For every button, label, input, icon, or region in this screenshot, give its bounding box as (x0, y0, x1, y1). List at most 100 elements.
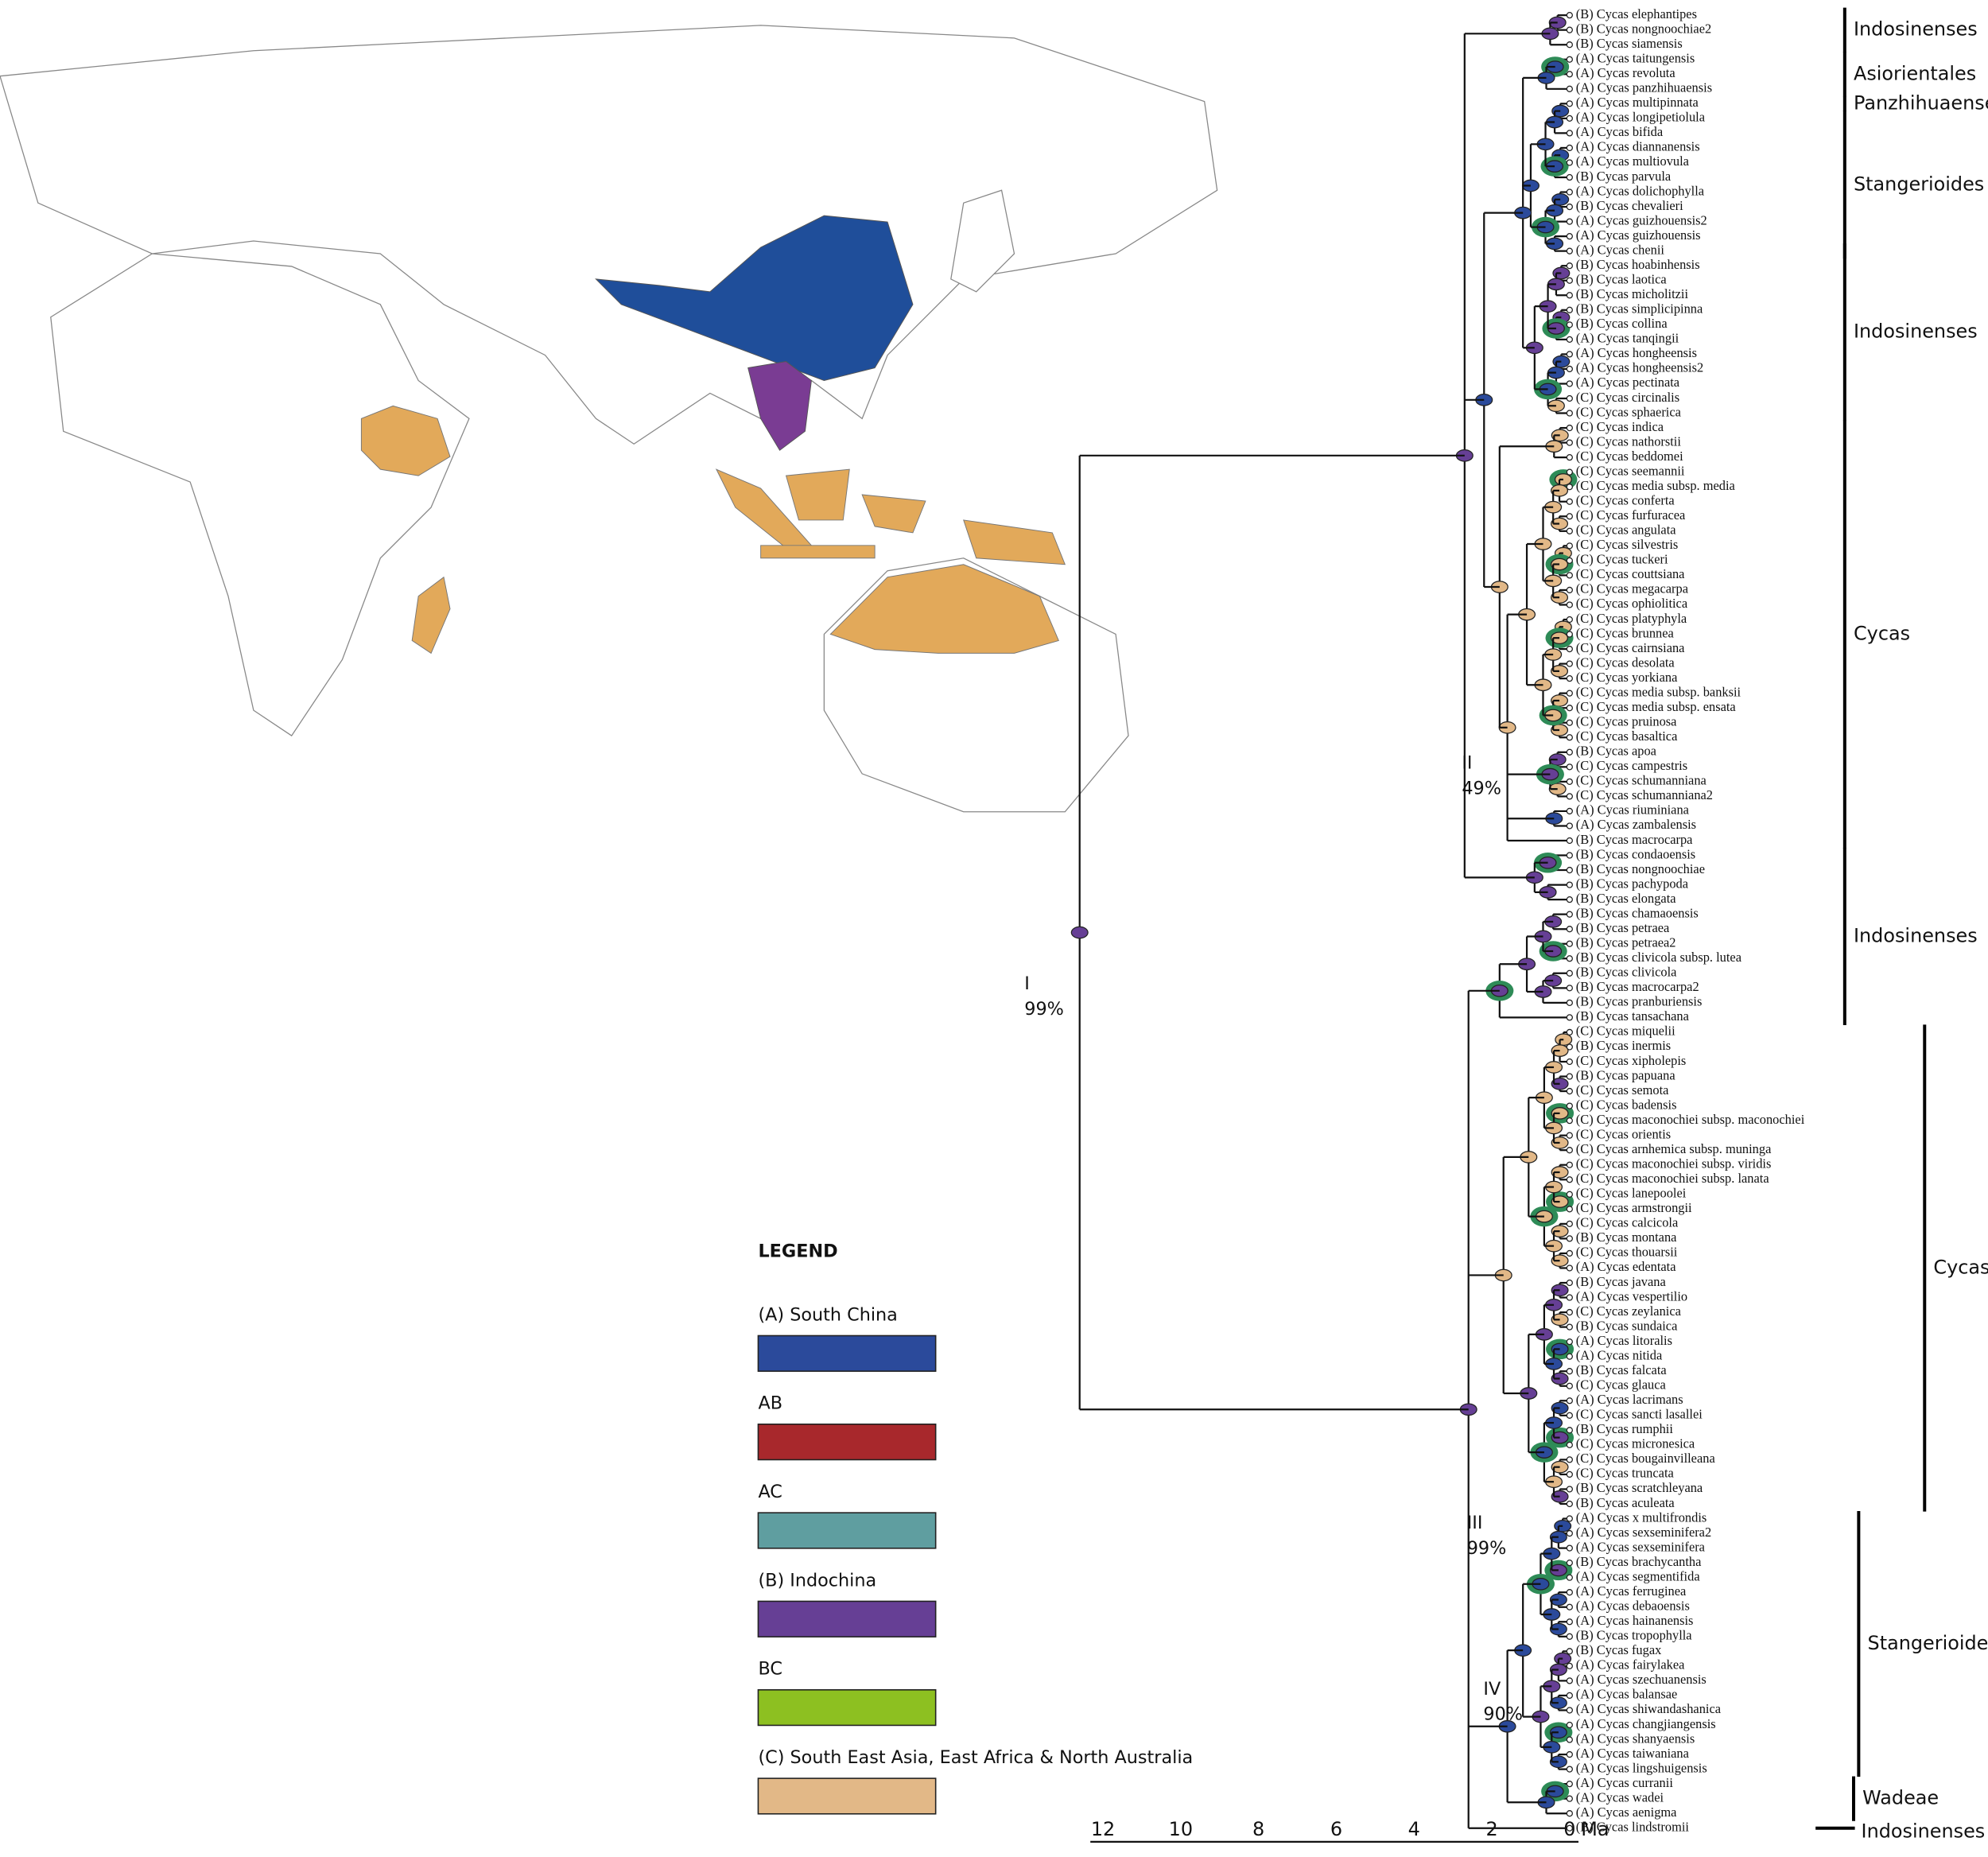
legend-label: BC (758, 1659, 782, 1680)
tip-marker (1566, 159, 1573, 166)
tip-label: (B) Cycas clivicola subsp. lutea (1576, 950, 1742, 965)
tip-marker (1566, 292, 1573, 299)
tip-marker (1566, 705, 1573, 712)
tip-marker (1566, 719, 1573, 726)
legend-swatch (757, 1688, 937, 1727)
map (0, 25, 1218, 813)
node-support: 90% (1483, 1704, 1523, 1725)
map-south-china (595, 215, 914, 381)
tip-label: (B) Cycas javana (1576, 1274, 1667, 1289)
tip-marker (1566, 1132, 1573, 1139)
tip-label: (A) Cycas segmentifida (1576, 1568, 1701, 1583)
tip-label: (B) Cycas nongnoochiae (1576, 861, 1705, 876)
axis-tick-label: 2 (1485, 1818, 1497, 1840)
tip-label: (A) Cycas dolichophylla (1576, 183, 1705, 198)
tip-marker (1566, 232, 1573, 240)
tip-marker (1566, 484, 1573, 491)
tip-marker (1566, 557, 1573, 565)
tip-marker (1566, 1397, 1573, 1404)
tip-label: (B) Cycas pranburiensis (1576, 994, 1703, 1009)
map-region-c (360, 405, 1066, 655)
tip-marker (1566, 645, 1573, 653)
tip-label: (C) Cycas maconochiei subsp. maconochiei (1576, 1112, 1805, 1127)
tip-marker (1566, 468, 1573, 476)
tip-marker (1566, 1191, 1573, 1198)
tip-marker (1566, 1043, 1573, 1051)
tip-marker (1566, 321, 1573, 328)
map-madagascar (411, 576, 451, 655)
tip-marker (1566, 1780, 1573, 1788)
tip-label: (B) Cycas apoa (1576, 744, 1657, 759)
tip-marker (1566, 247, 1573, 254)
tip-label: (C) Cycas bougainvilleana (1576, 1451, 1716, 1466)
tip-marker (1566, 453, 1573, 461)
tip-label: (A) Cycas multiovula (1576, 153, 1690, 169)
tip-marker (1566, 173, 1573, 181)
tip-marker (1566, 881, 1573, 888)
tip-label: (A) Cycas nitida (1576, 1347, 1663, 1362)
tip-label: (A) Cycas debaoensis (1576, 1598, 1690, 1613)
tip-label: (A) Cycas panzhihuaensis (1576, 80, 1712, 95)
node-id: III (1467, 1513, 1483, 1533)
tip-marker (1566, 1766, 1573, 1773)
clade-label: Stangerioides (1854, 173, 1984, 195)
tip-label: (A) Cycas sexseminifera2 (1576, 1525, 1711, 1540)
tip-marker (1566, 498, 1573, 505)
tip-label: (A) Cycas riuminiana (1576, 802, 1690, 818)
tip-marker (1566, 895, 1573, 903)
tip-marker (1566, 1515, 1573, 1522)
tip-label: (A) Cycas multipinnata (1576, 95, 1699, 110)
tip-marker (1566, 955, 1573, 962)
axis-tick-label: 8 (1252, 1818, 1264, 1840)
legend-label: (C) South East Asia, East Africa & North… (758, 1747, 1193, 1768)
tip-marker (1566, 690, 1573, 697)
tip-marker (1566, 734, 1573, 741)
tip-label: (A) Cycas aenigma (1576, 1805, 1677, 1820)
axis-tick-label: 6 (1330, 1818, 1342, 1840)
tip-label: (B) Cycas lindstromii (1576, 1819, 1690, 1834)
clade-label: Indosinenses (1854, 924, 1978, 946)
tip-marker (1566, 1662, 1573, 1670)
tip-label: (C) Cycas glauca (1576, 1377, 1667, 1392)
tip-label: (C) Cycas couttsiana (1576, 566, 1685, 581)
legend-label: (A) South China (758, 1304, 897, 1325)
tip-marker (1566, 1427, 1573, 1434)
tip-marker (1566, 1368, 1573, 1375)
tip-marker (1566, 985, 1573, 992)
tip-label: (B) Cycas clivicola (1576, 965, 1677, 980)
tip-label: (B) Cycas hoabinhensis (1576, 257, 1700, 272)
tip-label: (A) Cycas guizhouensis2 (1576, 212, 1707, 227)
tip-marker (1566, 365, 1573, 373)
tip-label: (A) Cycas shanyaensis (1576, 1731, 1695, 1746)
tip-label: (C) Cycas brunnea (1576, 625, 1675, 640)
map-ethiopia (360, 405, 451, 476)
axis-unit: Ma (1581, 1818, 1609, 1840)
tip-marker (1566, 1500, 1573, 1508)
tip-label: (C) Cycas sancti lasallei (1576, 1407, 1703, 1422)
tip-marker (1566, 807, 1573, 815)
legend-label: (B) Indochina (758, 1570, 876, 1591)
tip-label: (C) Cycas megacarpa (1576, 581, 1689, 596)
tip-label: (C) Cycas nathorstii (1576, 433, 1682, 449)
tip-marker (1566, 41, 1573, 49)
tip-label: (C) Cycas calcicola (1576, 1215, 1679, 1230)
tip-label: (C) Cycas media subsp. media (1576, 478, 1736, 493)
tip-label: (B) Cycas laotica (1576, 272, 1668, 287)
tip-label: (A) Cycas chenii (1576, 242, 1665, 257)
tip-marker (1566, 1220, 1573, 1228)
tip-marker (1566, 631, 1573, 638)
tip-marker (1566, 513, 1573, 520)
tip-marker (1566, 115, 1573, 122)
tip-marker (1566, 1073, 1573, 1080)
tip-label: (B) Cycas petraea2 (1576, 934, 1676, 950)
tip-label: (B) Cycas aculeata (1576, 1495, 1675, 1510)
tip-marker (1566, 837, 1573, 845)
tip-marker (1566, 1294, 1573, 1301)
tip-marker (1566, 852, 1573, 859)
tip-marker (1566, 1441, 1573, 1449)
tip-label: (B) Cycas macrocarpa2 (1576, 979, 1699, 994)
tip-marker (1566, 144, 1573, 152)
tip-marker (1566, 1795, 1573, 1802)
